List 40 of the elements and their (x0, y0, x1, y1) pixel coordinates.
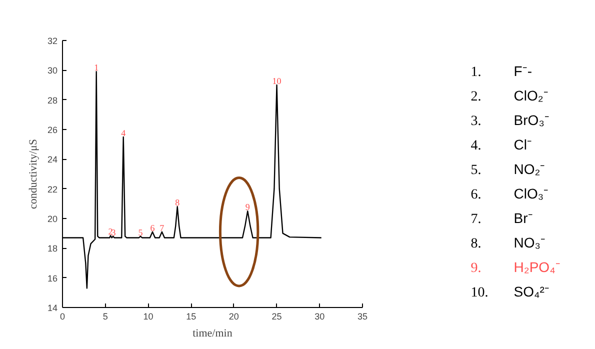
y-tick-label: 20 (47, 214, 58, 224)
text: 5. NO₂⁻ (470, 161, 546, 178)
x-tick-label: 35 (357, 312, 368, 322)
annotation: 5 (138, 227, 144, 238)
text: 3. BrO₃⁻ (470, 112, 550, 130)
y-tick-label: 24 (47, 154, 58, 165)
text: 2. ClO₂⁻ (470, 88, 548, 105)
text: 8. NO₃⁻ (470, 234, 546, 252)
text: 10. SO₄²⁻ (470, 283, 550, 300)
annotation: 10 (272, 76, 282, 86)
annotation: 6 (150, 222, 156, 233)
x-tick-label: 20 (228, 312, 239, 322)
y-tick-label: 18 (47, 244, 58, 254)
x-tick-label: 15 (186, 312, 196, 322)
annotation: 2 (108, 226, 113, 237)
x-tick-label: 0 (60, 312, 66, 322)
y-tick-label: 26 (47, 125, 58, 135)
annotation: 8 (175, 198, 180, 208)
x-tick-label: 5 (102, 312, 108, 322)
annotation: 9 (245, 202, 250, 212)
x-tick-label: 10 (143, 312, 154, 322)
annotation: 4 (121, 128, 126, 138)
y-tick-label: 22 (47, 184, 58, 194)
x-tick-label: 30 (314, 312, 325, 322)
annotation: 3 (111, 227, 116, 238)
y-axis-title: conductivity/μS (27, 138, 40, 210)
text: 4. Cl⁻ (470, 136, 532, 154)
y-tick-label: 32 (47, 36, 58, 46)
annotation: 1 (94, 62, 99, 73)
text: 6. ClO₃⁻ (470, 186, 549, 203)
y-tick-label: 16 (47, 273, 58, 284)
y-tick-label: 14 (47, 303, 58, 313)
y-tick-label: 28 (47, 95, 58, 106)
y-tick-label: 30 (47, 66, 58, 76)
text: 7. Br⁻ (470, 210, 533, 227)
x-tick-label: 25 (272, 312, 282, 322)
annotation: 7 (160, 222, 165, 233)
x-axis-title: time/min (192, 328, 233, 340)
text: 1. F⁻- (470, 63, 532, 80)
text: 9. H₂PO₄⁻ (470, 258, 560, 276)
